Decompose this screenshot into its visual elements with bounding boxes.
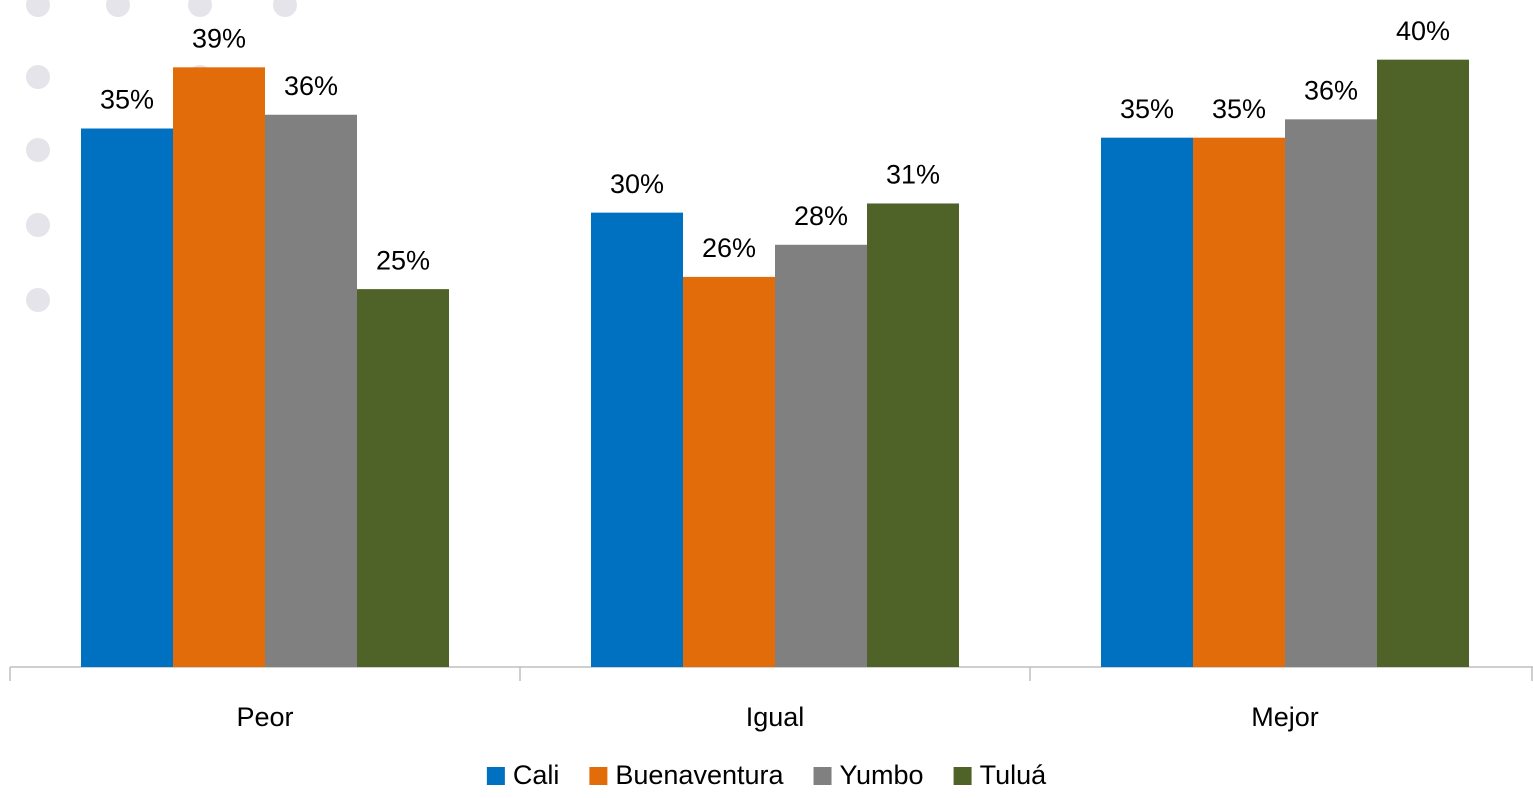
data-label: 36% [1304,75,1358,105]
legend-label: Buenaventura [615,760,784,790]
legend-label: Yumbo [840,760,924,790]
decoration [26,0,297,312]
x-tick-label: Peor [236,702,293,732]
bar [357,289,449,667]
bar [173,67,265,667]
bar [867,203,959,668]
bar [1285,119,1377,668]
data-label: 40% [1396,16,1450,46]
legend-swatch [486,767,505,785]
bar [775,244,867,668]
legend-label: Tuluá [980,760,1048,790]
legend-label: Cali [513,760,560,790]
data-label: 25% [376,245,430,275]
legend-swatch [953,767,972,785]
data-label: 31% [886,160,940,190]
bar [683,276,775,667]
data-label: 35% [1212,94,1266,124]
x-tick-label: Igual [746,702,805,732]
data-label: 28% [794,201,848,231]
bar [591,212,683,667]
bar [1193,137,1285,668]
data-label: 30% [610,169,664,199]
data-label: 39% [192,23,246,53]
bar [81,128,173,668]
data-label: 35% [1120,94,1174,124]
data-label: 26% [702,233,756,263]
bar [1101,137,1193,668]
legend-swatch [813,767,832,785]
data-label: 36% [284,71,338,101]
data-label: 35% [100,85,154,115]
bar [1377,59,1469,668]
legend-swatch [589,767,608,785]
x-tick-label: Mejor [1251,702,1319,732]
bar [265,114,357,668]
